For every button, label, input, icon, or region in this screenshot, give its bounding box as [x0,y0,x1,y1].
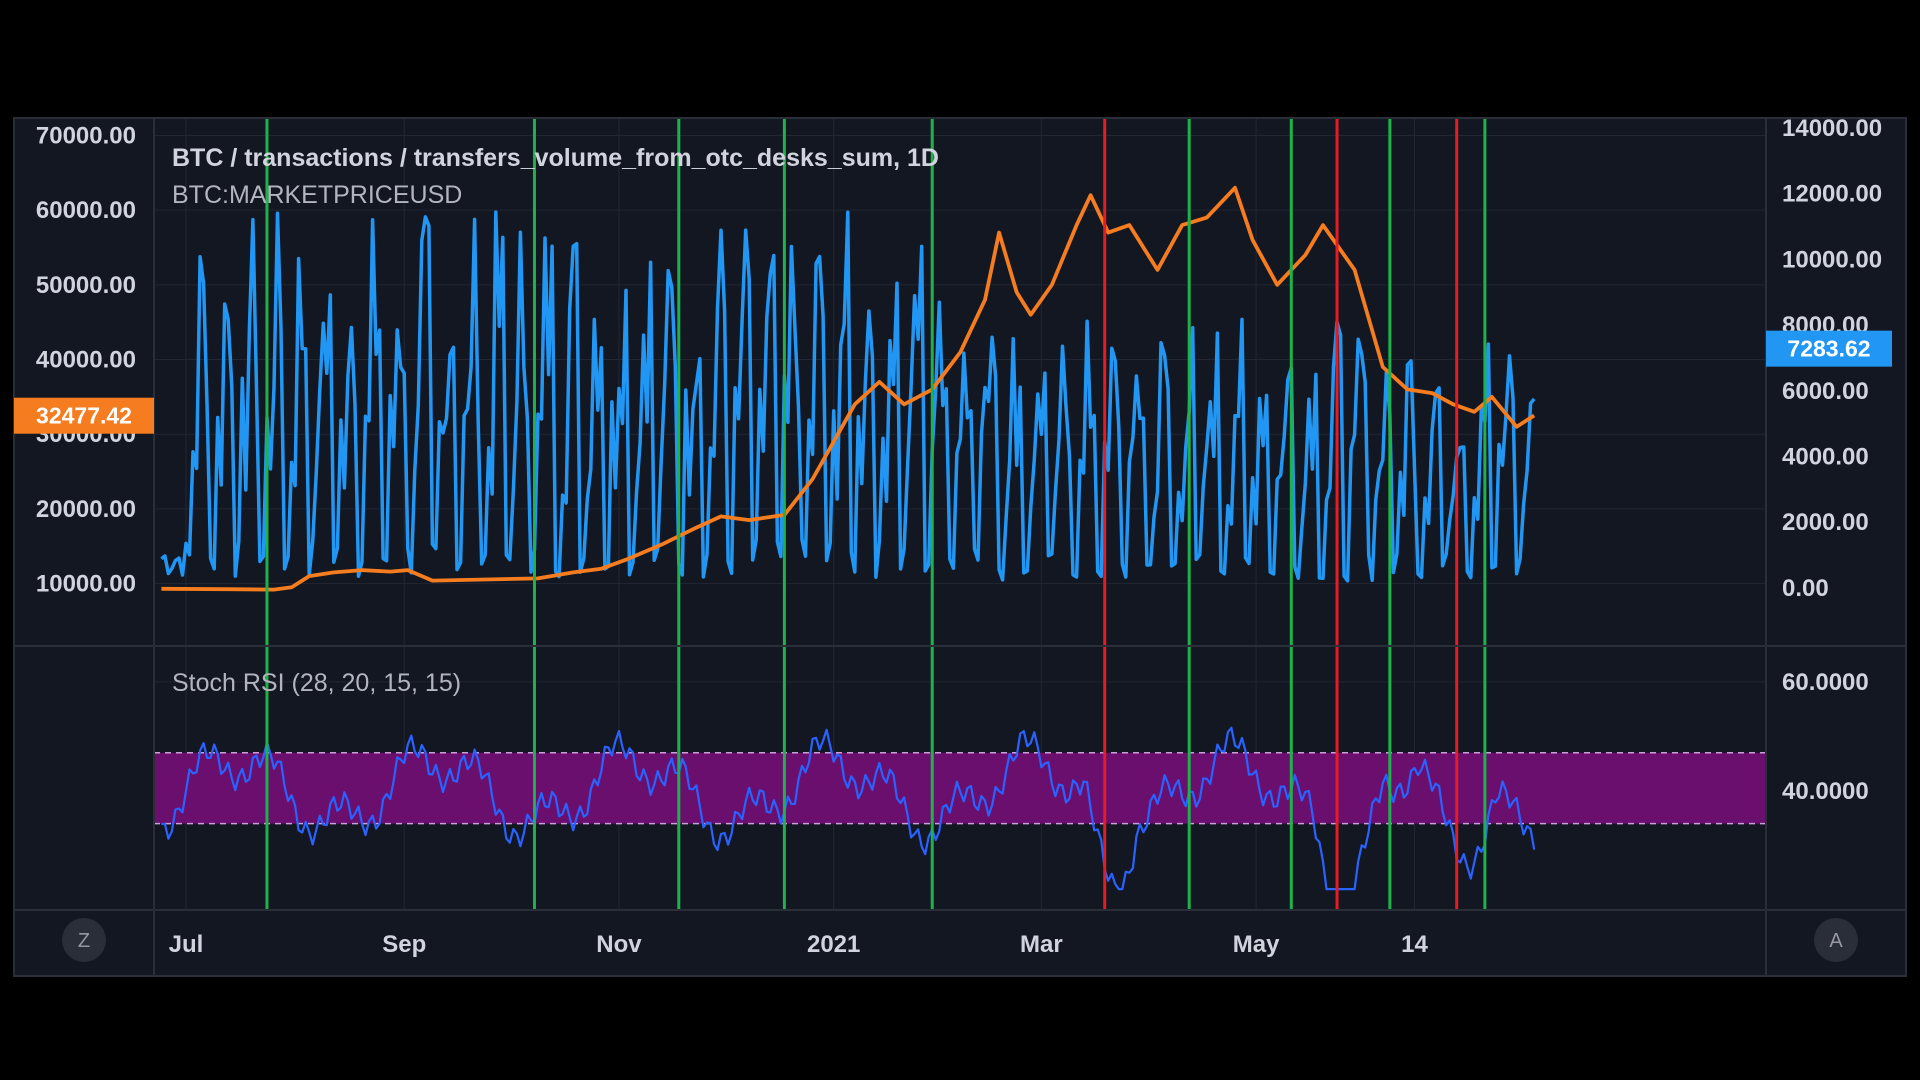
left-axis-tick: 40000.00 [36,347,136,374]
scale-z-button[interactable]: Z [62,918,106,962]
right-axis-tick: 4000.00 [1782,444,1869,471]
right-axis-tick: 12000.00 [1782,181,1882,208]
stoch-axis-tick: 60.0000 [1782,669,1869,696]
volume-badge-text: 7283.62 [1787,336,1870,362]
chart-frame [13,117,1907,977]
auto-scale-label: A [1829,930,1843,952]
time-axis-tick: Nov [596,931,642,958]
left-axis-ticks: 70000.0060000.0050000.0040000.0030000.00… [36,122,136,597]
right-axis-tick: 14000.00 [1782,115,1882,142]
right-axis-tick: 6000.00 [1782,378,1869,405]
left-axis-tick: 50000.00 [36,272,136,299]
event-markers-overlay [265,118,1487,910]
stoch-axis-tick: 40.0000 [1782,778,1869,805]
price-series-line [161,185,1536,592]
right-axis-ticks: 14000.0012000.0010000.008000.006000.0040… [1782,115,1882,602]
time-axis-tick: 2021 [807,931,860,958]
left-axis-tick: 20000.00 [36,496,136,523]
right-axis-tick: 0.00 [1782,575,1829,602]
grid [154,118,1766,910]
stoch-rsi-line [161,726,1536,891]
chart-subtitle: BTC:MARKETPRICEUSD [172,181,462,209]
time-axis-tick: May [1233,931,1280,958]
chart-title: BTC / transactions / transfers_volume_fr… [172,144,939,172]
time-axis-ticks: Jul Sep Nov 2021 Mar May 14 [169,931,1429,958]
chart-background [14,118,1906,976]
price-badge-text: 32477.42 [36,403,132,429]
time-axis-tick: Mar [1020,931,1063,958]
volume-badge: 7283.62 [1766,330,1892,367]
stoch-axis-ticks: 60.0000 40.0000 [1782,669,1869,805]
time-axis-tick: Sep [382,931,426,958]
left-axis-tick: 10000.00 [36,571,136,598]
price-badge: 32477.42 [14,397,154,434]
right-axis-tick: 2000.00 [1782,509,1869,536]
left-axis-tick: 70000.00 [36,122,136,149]
volume-series-line [160,210,1536,583]
scale-z-label: Z [78,930,90,952]
stoch-rsi-label: Stoch RSI (28, 20, 15, 15) [172,669,461,697]
time-axis-tick: Jul [169,931,204,958]
left-axis-tick: 60000.00 [36,197,136,224]
time-axis-tick: 14 [1401,931,1428,958]
right-axis-tick: 10000.00 [1782,246,1882,273]
auto-scale-button[interactable]: A [1814,918,1858,962]
